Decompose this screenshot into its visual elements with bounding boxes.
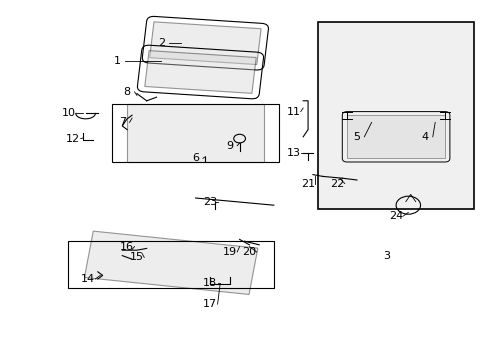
Text: 12: 12 [66,134,80,144]
Text: 13: 13 [286,148,300,158]
Polygon shape [84,231,257,294]
Text: 9: 9 [226,141,233,151]
Text: 23: 23 [203,197,217,207]
Polygon shape [127,104,264,162]
Text: 20: 20 [242,247,256,257]
Text: 24: 24 [388,211,403,221]
Text: 11: 11 [286,107,300,117]
Text: 7: 7 [119,117,125,127]
Text: 17: 17 [203,299,217,309]
Text: 14: 14 [81,274,95,284]
Text: 15: 15 [130,252,143,262]
Text: 19: 19 [223,247,236,257]
Polygon shape [144,51,256,93]
Text: 3: 3 [382,251,389,261]
Text: 1: 1 [114,56,121,66]
Text: 16: 16 [120,242,134,252]
Text: 18: 18 [203,278,217,288]
Text: 21: 21 [301,179,314,189]
Text: 5: 5 [353,132,360,142]
Text: 8: 8 [123,87,130,97]
Polygon shape [346,115,444,158]
Bar [317,22,473,209]
Text: 6: 6 [192,153,199,163]
Text: 22: 22 [329,179,344,189]
Text: 10: 10 [61,108,75,118]
Text: 2: 2 [158,38,164,48]
Polygon shape [149,22,261,64]
Text: 4: 4 [421,132,428,142]
